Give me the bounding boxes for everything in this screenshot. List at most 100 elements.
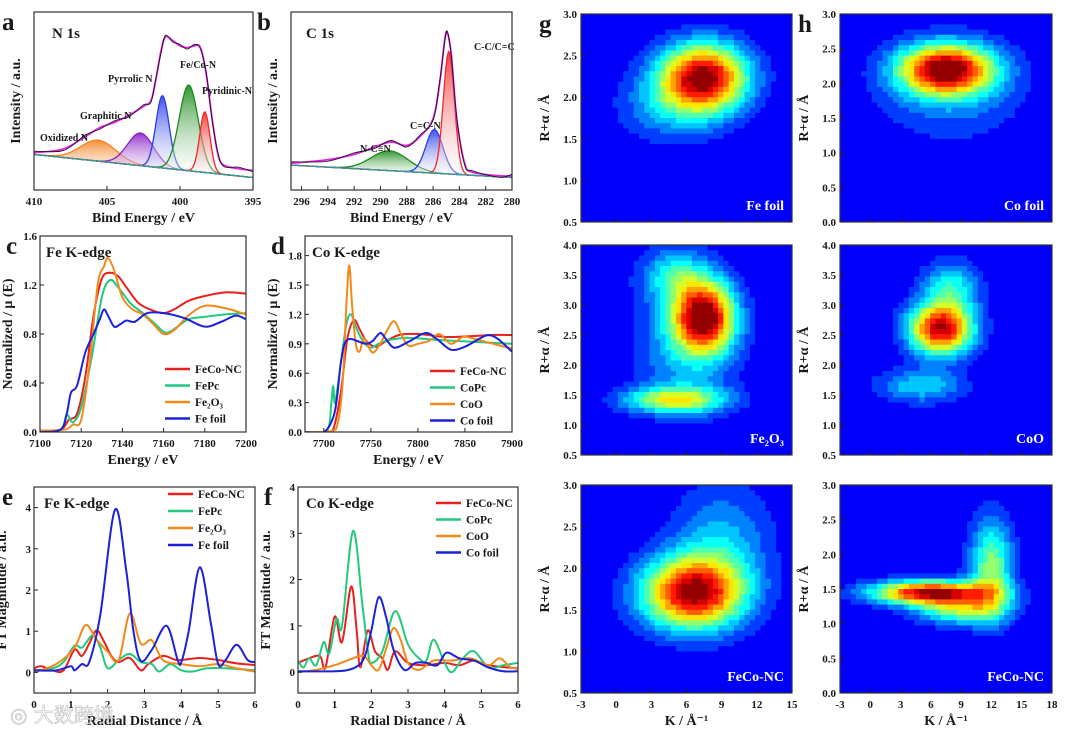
heatmap-cell [776,281,783,288]
heatmap-cell [1036,14,1042,20]
heatmap-cell [675,344,682,351]
heatmap-cell [718,313,725,320]
heatmap-cell [712,216,719,222]
heatmap-cell [744,14,751,20]
heatmap-cell [988,133,995,140]
heatmap-cell [877,71,883,77]
heatmap-cell [1025,24,1032,31]
heatmap-cell [644,196,651,202]
heatmap-cell [850,50,857,57]
heatmap-cell [956,97,963,103]
heatmap-cell [919,206,926,213]
heatmap-cell [781,211,788,218]
heatmap-cell [591,371,598,377]
heatmap-cell [972,14,979,20]
heatmap-cell [914,180,921,187]
heatmap-cell [707,302,714,309]
heatmap-cell [887,14,894,20]
heatmap-cell [855,118,862,124]
heatmap-cell [903,180,910,187]
heatmap-cell [744,185,751,192]
heatmap-cell [644,211,651,218]
heatmap-cell [951,19,958,25]
heatmap-cell [977,123,984,129]
heatmap-cell [893,170,899,176]
heatmap-cell [654,24,661,31]
heatmap-cell [861,159,868,166]
heatmap-cell [649,86,656,93]
heatmap-cell [617,138,624,145]
heatmap-cell [903,55,910,62]
heatmap-cell [983,149,989,155]
heatmap-cell [866,170,873,176]
heatmap-cell [850,216,857,222]
y-axis-label: FT Magnitude / a.u. [0,530,10,649]
heatmap-cell [644,323,651,330]
heatmap-cell [686,128,693,135]
heatmap-cell [940,133,947,140]
heatmap-cell [951,29,958,36]
heatmap-cell [665,386,672,393]
heatmap-cell [739,118,746,124]
heatmap-cell [924,180,931,187]
heatmap-cell [855,144,862,150]
heatmap-cell [935,92,942,98]
heatmap-cell [898,180,905,187]
heatmap-cell [999,128,1005,135]
heatmap-cell [686,381,693,388]
heatmap-cell [586,60,593,67]
heatmap-cell [660,329,667,335]
heatmap-cell [893,164,899,171]
heatmap-cell [908,190,915,197]
heatmap-cell [712,180,719,187]
heatmap-cell [770,449,777,455]
heatmap-cell [871,170,878,176]
heatmap-cell [617,292,624,299]
heatmap-cell [893,112,899,119]
heatmap-cell [644,313,651,320]
heatmap-cell [728,71,735,77]
heatmap-cell [607,313,614,320]
heatmap-cell [581,164,587,171]
heatmap-cell [728,245,735,251]
heatmap-cell [733,138,740,145]
heatmap-cell [1014,50,1021,57]
legend-label: CoO [460,399,483,411]
heatmap-cell [946,185,952,192]
heatmap-cell [765,107,772,114]
heatmap-cell [665,428,672,435]
heatmap-cell [581,418,587,425]
heatmap-cell [681,71,688,77]
heatmap-cell [1030,107,1037,114]
heatmap-cell [681,423,688,430]
y-axis-label: FT Magnitude / a.u. [259,530,274,649]
heatmap-cell [1009,154,1016,161]
heatmap-cell [718,250,725,257]
heatmap-cell [946,118,952,124]
heatmap-cell [660,381,667,388]
heatmap-cell [591,97,598,103]
heatmap-cell [983,123,989,129]
heatmap-cell [861,211,868,218]
heatmap-cell [681,180,688,187]
heatmap-cell [617,308,624,314]
heatmap-cell [1025,216,1032,222]
heatmap-cell [770,76,777,83]
heatmap-cell [686,329,693,335]
legend-label: Fe foil [195,414,226,426]
heatmap-cell [914,196,921,202]
heatmap-cell [972,133,979,140]
heatmap-cell [935,66,942,72]
heatmap-cell [712,266,719,272]
heatmap-cell [623,92,630,98]
x-tick-label: 294 [320,196,337,208]
heatmap-cell [665,201,672,207]
heatmap-cell [686,344,693,351]
heatmap-cell [586,449,593,455]
heatmap-cell [744,371,751,377]
heatmap-cell [712,138,719,145]
heatmap-cell [946,216,952,222]
heatmap-cell [697,123,703,129]
heatmap-cell [612,381,619,388]
heatmap-cell [1025,175,1032,181]
